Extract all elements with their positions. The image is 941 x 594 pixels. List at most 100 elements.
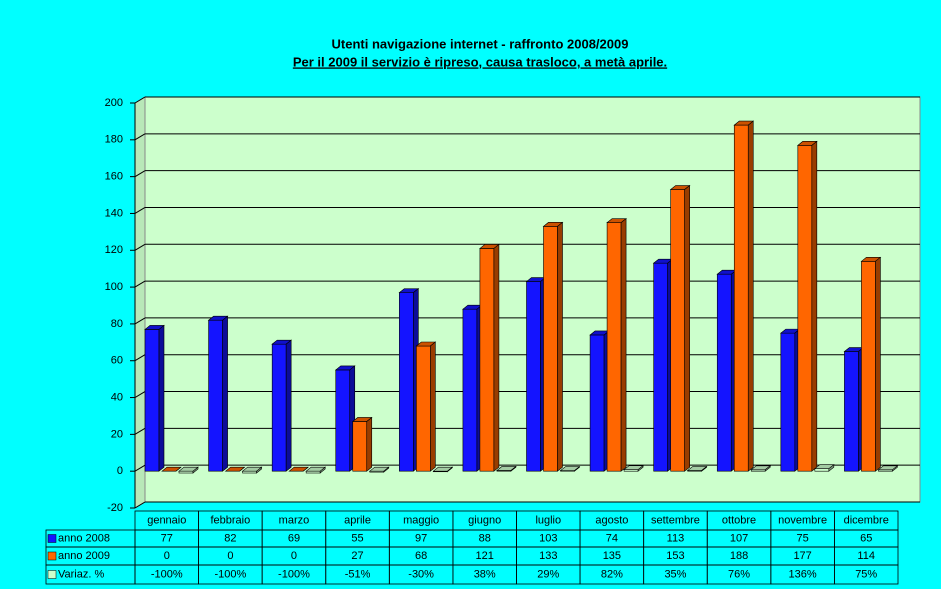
grid-line	[134, 501, 146, 509]
data-label: -51%	[345, 568, 371, 580]
x-tick-label: settembre	[651, 514, 700, 526]
data-label: 0	[227, 550, 233, 562]
data-label: 0	[164, 550, 170, 562]
data-label: 76%	[728, 568, 750, 580]
data-label: 133	[539, 550, 557, 562]
bar-front	[780, 332, 796, 472]
bar-front	[335, 369, 351, 472]
bar-front	[271, 343, 287, 472]
data-label: 68	[415, 550, 427, 562]
data-label: 97	[415, 532, 427, 544]
chart-title: Utenti navigazione internet - raffronto …	[332, 36, 629, 51]
bar	[178, 466, 199, 474]
bar	[351, 416, 373, 472]
grid-line	[134, 170, 146, 178]
bar-front	[797, 145, 813, 472]
y-tick-label: 200	[105, 97, 123, 109]
bar-front	[606, 222, 622, 472]
y-tick-label: 0	[117, 465, 123, 477]
data-label: 188	[730, 550, 748, 562]
bar-side	[383, 466, 390, 473]
bar	[241, 466, 263, 474]
bar	[462, 304, 483, 472]
grid-line	[134, 464, 146, 472]
bar-side	[447, 466, 453, 473]
bar-front	[479, 248, 495, 472]
data-label: 77	[161, 532, 173, 544]
data-label: 121	[476, 550, 494, 562]
data-label: 82%	[601, 568, 623, 580]
bar-front	[416, 345, 431, 472]
y-tick-label: 20	[111, 428, 123, 440]
grid-line	[134, 133, 146, 141]
bar-front	[526, 281, 541, 472]
bar	[479, 243, 500, 472]
data-label: 75%	[855, 568, 877, 580]
x-tick-label: ottobre	[722, 514, 756, 526]
grid-line	[134, 391, 146, 398]
bar-side	[684, 184, 690, 472]
grid-line	[134, 354, 146, 362]
bar	[288, 466, 310, 472]
x-tick-label: febbraio	[210, 514, 250, 526]
bar	[224, 466, 246, 472]
y-tick-label: 100	[105, 281, 123, 293]
bar	[334, 365, 356, 472]
bar-side	[256, 466, 262, 474]
bar-side	[430, 341, 436, 472]
bar-front	[144, 329, 160, 472]
bar-front	[844, 351, 859, 472]
legend-label: Variaz. %	[58, 568, 104, 580]
legend-label: anno 2009	[58, 550, 110, 562]
bar-front	[814, 468, 830, 472]
data-label: 65	[860, 532, 872, 544]
data-label: 177	[793, 550, 811, 562]
data-label: 136%	[789, 568, 817, 580]
bar-side	[620, 218, 627, 472]
x-tick-label: maggio	[403, 514, 439, 526]
legend-swatch	[47, 534, 57, 543]
bar-side	[701, 465, 707, 472]
data-label: -30%	[408, 568, 434, 580]
bar-side	[175, 466, 182, 472]
bar-front	[589, 334, 605, 472]
bar	[652, 258, 674, 472]
bar-side	[574, 466, 580, 472]
data-label: 135	[603, 550, 621, 562]
legend-swatch	[47, 570, 57, 579]
x-tick-label: aprile	[344, 514, 371, 526]
bar-front	[352, 421, 368, 472]
bar	[813, 464, 835, 472]
data-label: 114	[857, 550, 875, 562]
bar-side	[302, 466, 309, 472]
data-label: 0	[291, 550, 297, 562]
bar-side	[557, 221, 563, 472]
bar	[559, 466, 581, 472]
x-tick-label: gennaio	[147, 514, 186, 526]
bar-front	[399, 292, 414, 472]
data-label: 103	[539, 532, 557, 544]
data-label: 74	[606, 532, 618, 544]
data-label: 88	[479, 532, 491, 544]
legend-label: anno 2008	[58, 532, 110, 544]
bar	[877, 465, 899, 472]
data-label: 29%	[537, 568, 559, 580]
bar	[796, 140, 818, 472]
bar-side	[811, 140, 818, 472]
bar-side	[192, 466, 199, 474]
bar	[525, 276, 547, 472]
bar	[432, 466, 454, 473]
data-label: 38%	[474, 568, 496, 580]
bar	[733, 120, 755, 472]
chart-subtitle: Per il 2009 il servizio è ripreso, causa…	[293, 54, 667, 69]
bar-side	[285, 339, 292, 472]
grid-line	[134, 207, 146, 214]
table-cell	[834, 564, 899, 585]
bar-side	[510, 465, 517, 472]
bar	[415, 341, 437, 472]
x-tick-label: novembre	[778, 514, 827, 526]
bar-front	[670, 189, 685, 472]
data-label: -100%	[151, 568, 183, 580]
grid-line	[134, 317, 146, 325]
